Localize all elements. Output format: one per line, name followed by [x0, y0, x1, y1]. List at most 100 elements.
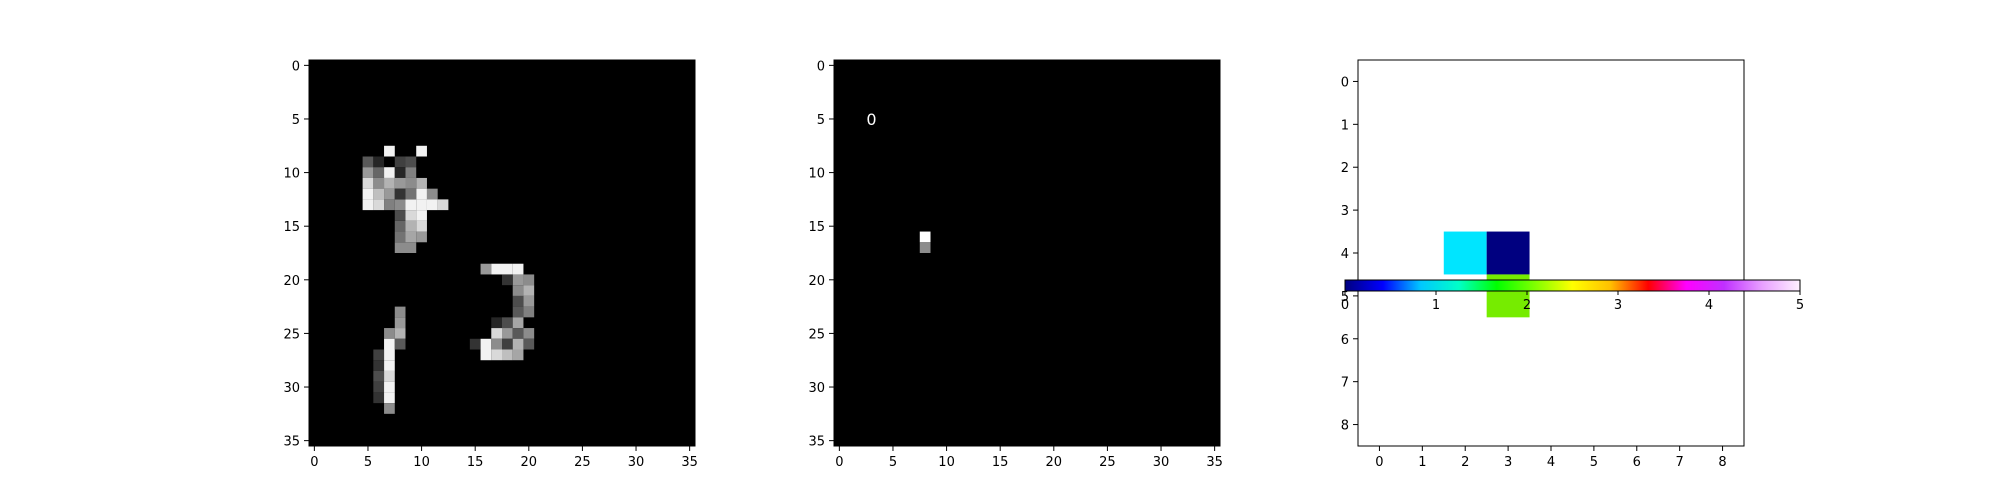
heatmap-cell [362, 199, 374, 211]
heatmap-cell [394, 220, 406, 232]
heatmap-cell [384, 392, 395, 404]
x-tick-label: 0 [310, 455, 318, 470]
y-tick-label: 35 [283, 435, 300, 450]
heatmap-cell [362, 188, 374, 200]
heatmap-cell [405, 167, 417, 178]
heatmap-cell [405, 199, 417, 211]
heatmap-cell [919, 242, 931, 253]
colorbar-tick-label: 5 [1796, 298, 1804, 313]
heatmap-cell [362, 156, 374, 168]
heatmap-cell [373, 392, 385, 404]
x-tick-label: 5 [364, 455, 372, 470]
heatmap-cell [384, 381, 395, 393]
x-tick-label: 7 [1676, 455, 1684, 470]
x-tick-label: 6 [1633, 455, 1641, 470]
heatmap-cell [384, 167, 395, 178]
heatmap-cell [373, 349, 385, 361]
heatmap-cell [384, 199, 395, 211]
heatmap-cell [469, 338, 481, 350]
heatmap-cell [480, 349, 492, 361]
heatmap-cell [502, 338, 513, 350]
heatmap-cell [373, 188, 385, 200]
heatmap-cell [512, 274, 524, 286]
y-tick-label: 25 [808, 327, 825, 342]
x-tick-label: 0 [835, 455, 843, 470]
x-tick-label: 0 [1375, 455, 1383, 470]
heatmap-cell [384, 360, 395, 371]
y-tick-label: 30 [808, 381, 825, 396]
heatmap-cell [384, 145, 395, 157]
heatmap-cell [1486, 231, 1530, 275]
y-tick-label: 0 [1341, 75, 1349, 90]
heatmap-cell [491, 263, 502, 275]
colorbar-tick-label: 0 [1341, 298, 1349, 313]
heatmap-cell [523, 274, 535, 286]
colorbar-gradient [1344, 279, 1801, 292]
x-tick-label: 30 [628, 455, 645, 470]
y-tick-label: 5 [1341, 290, 1349, 305]
heatmap-cell [384, 338, 395, 350]
plot-background [309, 60, 695, 446]
y-tick-label: 7 [1341, 376, 1349, 391]
heatmap-cell [437, 199, 449, 211]
panel-middle-sparse-image: 0 0 5 10 15 20 25 30 35 0 5 10 15 20 25 30 35 [808, 59, 1222, 470]
x-tick-label: 2 [1461, 455, 1469, 470]
heatmap-cell [512, 263, 524, 275]
heatmap-cell [394, 338, 406, 350]
y-tick-label: 6 [1341, 333, 1349, 348]
heatmap-cell [491, 328, 502, 339]
heatmap-cell [491, 338, 502, 350]
heatmap-cell [394, 156, 406, 168]
heatmap-cell [384, 328, 395, 339]
colorbar: 0 1 2 3 4 5 [1341, 279, 1804, 313]
heatmap-cell [491, 317, 502, 329]
colorbar-tick-label: 2 [1523, 298, 1531, 313]
x-tick-label: 1 [1418, 455, 1426, 470]
heatmap-cell [362, 177, 374, 189]
colorbar-tick-label: 1 [1432, 298, 1440, 313]
x-tick-label: 25 [574, 455, 591, 470]
heatmap-cell [384, 188, 395, 200]
y-tick-label: 25 [283, 327, 300, 342]
y-tick-label: 1 [1341, 118, 1349, 133]
x-tick-label: 35 [1206, 455, 1223, 470]
heatmap-cell [394, 317, 406, 329]
heatmap-cell [394, 199, 406, 211]
y-tick-label: 0 [817, 59, 825, 74]
colorbar-tick-label: 4 [1705, 298, 1713, 313]
heatmap-cell [405, 220, 417, 232]
y-tick-label: 5 [817, 113, 825, 128]
y-tick-label: 8 [1341, 419, 1349, 434]
heatmap-cell [512, 328, 524, 339]
heatmap-cell [512, 349, 524, 361]
heatmap-cell [373, 199, 385, 211]
heatmap-cell [523, 338, 535, 350]
heatmap-cell [426, 199, 438, 211]
heatmap-cell [491, 349, 502, 361]
y-tick-label: 0 [292, 59, 300, 74]
x-tick-label: 5 [889, 455, 897, 470]
y-tick-label: 20 [283, 274, 300, 289]
heatmap-cell [405, 242, 417, 253]
y-tick-label: 2 [1341, 161, 1349, 176]
plot-background [1358, 60, 1744, 446]
heatmap-cell [1443, 231, 1487, 275]
heatmap-cell [373, 360, 385, 371]
heatmap-cell [384, 177, 395, 189]
heatmap-cell [426, 188, 438, 200]
heatmap-cell [512, 295, 524, 307]
heatmap-cell [384, 370, 395, 382]
x-tick-label: 20 [1046, 455, 1063, 470]
heatmap-cell [373, 167, 385, 178]
x-tick-label: 8 [1718, 455, 1726, 470]
x-tick-label: 25 [1099, 455, 1116, 470]
heatmap-cell [480, 263, 492, 275]
x-tick-label: 35 [681, 455, 698, 470]
heatmap-cell [502, 317, 513, 329]
heatmap-cell [416, 199, 427, 211]
panel-left-digits-image: 0 5 10 15 20 25 30 35 0 5 10 15 20 25 30 35 [283, 59, 697, 470]
x-tick-label: 3 [1504, 455, 1512, 470]
heatmap-cell [373, 156, 385, 168]
y-tick-label: 10 [283, 167, 300, 182]
heatmap-cell [502, 328, 513, 339]
